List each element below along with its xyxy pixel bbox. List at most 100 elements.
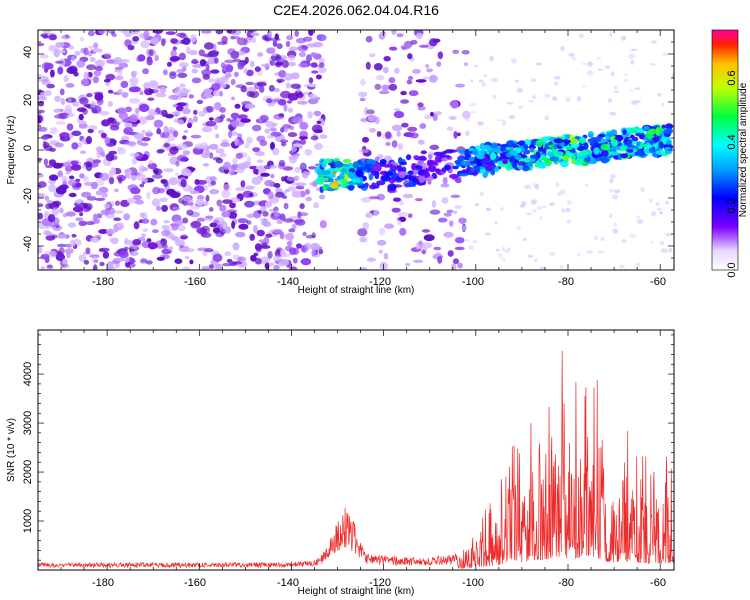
noise-blob <box>130 187 141 195</box>
noise-blob <box>67 97 72 103</box>
noise-blob <box>479 191 484 197</box>
noise-blob <box>44 68 49 73</box>
noise-blob <box>207 56 217 65</box>
noise-blob <box>621 239 627 244</box>
signal-blob <box>568 137 578 144</box>
signal-blob <box>472 158 480 165</box>
x-tick-label: -60 <box>650 276 666 288</box>
noise-blob <box>451 263 457 270</box>
noise-blob <box>187 202 194 206</box>
signal-blob <box>411 169 418 176</box>
noise-blob <box>303 91 309 96</box>
noise-blob <box>118 250 129 258</box>
noise-blob <box>40 135 49 140</box>
noise-blob <box>407 213 413 218</box>
noise-blob <box>225 64 234 73</box>
noise-blob <box>226 209 238 213</box>
noise-blob <box>86 157 95 163</box>
noise-blob <box>55 186 67 195</box>
signal-blob <box>359 183 368 188</box>
noise-blob <box>308 77 314 84</box>
noise-blob <box>106 261 114 270</box>
noise-blob <box>272 229 283 234</box>
noise-blob <box>414 198 423 202</box>
noise-blob <box>304 148 313 156</box>
noise-blob <box>214 57 219 64</box>
noise-blob <box>166 61 172 67</box>
noise-blob <box>415 243 421 250</box>
noise-blob <box>141 218 150 224</box>
noise-blob <box>429 144 440 150</box>
noise-blob <box>309 242 321 251</box>
noise-blob <box>221 211 231 218</box>
noise-blob <box>613 222 618 227</box>
noise-blob <box>581 62 589 66</box>
noise-blob <box>105 153 115 162</box>
noise-blob <box>98 30 106 35</box>
noise-blob <box>407 53 413 60</box>
noise-blob <box>106 228 116 234</box>
signal-blob <box>564 134 571 140</box>
noise-blob <box>268 262 275 267</box>
noise-blob <box>261 241 267 247</box>
noise-blob <box>79 37 85 42</box>
signal-blob <box>421 162 427 170</box>
noise-blob <box>290 83 301 89</box>
noise-blob <box>367 114 377 122</box>
noise-blob <box>373 63 383 71</box>
noise-blob <box>41 79 51 86</box>
signal-blob <box>379 159 387 165</box>
snr-line <box>38 350 674 569</box>
noise-blob <box>315 74 322 80</box>
noise-blob <box>182 107 191 115</box>
noise-blob <box>608 188 614 193</box>
noise-blob <box>631 100 639 105</box>
signal-blob <box>405 154 412 161</box>
noise-blob <box>132 70 139 76</box>
noise-blob <box>163 168 174 173</box>
noise-blob <box>446 126 454 131</box>
noise-blob <box>469 102 477 107</box>
noise-blob <box>399 200 404 206</box>
noise-blob <box>266 30 272 39</box>
noise-blob <box>117 107 127 115</box>
noise-blob <box>508 115 516 119</box>
noise-blob <box>271 52 277 57</box>
snr-x-axis-label: Height of straight line (km) <box>298 586 415 597</box>
noise-blob <box>240 118 251 123</box>
noise-blob <box>267 134 274 139</box>
noise-blob <box>94 92 104 101</box>
noise-blob <box>648 198 654 203</box>
noise-blob <box>254 66 261 72</box>
noise-blob <box>240 85 248 93</box>
noise-blob <box>163 220 170 224</box>
noise-blob <box>619 265 626 269</box>
noise-blob <box>535 62 542 66</box>
noise-blob <box>292 143 303 148</box>
x-tick-label: -60 <box>650 577 666 589</box>
noise-blob <box>290 182 301 186</box>
noise-blob <box>71 142 79 150</box>
noise-blob <box>452 49 460 54</box>
noise-blob <box>131 157 138 165</box>
signal-blob <box>413 155 420 160</box>
noise-blob <box>107 117 115 123</box>
colorbar-tick-label: 0.0 <box>726 262 738 277</box>
noise-blob <box>63 264 70 268</box>
noise-blob <box>138 103 150 113</box>
noise-blob <box>244 200 255 208</box>
y-tick-label: 4000 <box>22 362 34 386</box>
noise-blob <box>75 217 84 221</box>
noise-blob <box>153 87 160 94</box>
noise-blob <box>78 123 88 129</box>
noise-blob <box>366 109 375 115</box>
noise-blob <box>142 228 149 233</box>
noise-blob <box>302 231 307 237</box>
noise-blob <box>620 35 627 41</box>
noise-blob <box>175 160 180 167</box>
noise-blob <box>287 54 296 61</box>
noise-blob <box>62 258 68 265</box>
noise-blob <box>497 253 503 259</box>
noise-blob <box>260 205 267 213</box>
noise-blob <box>58 112 69 117</box>
